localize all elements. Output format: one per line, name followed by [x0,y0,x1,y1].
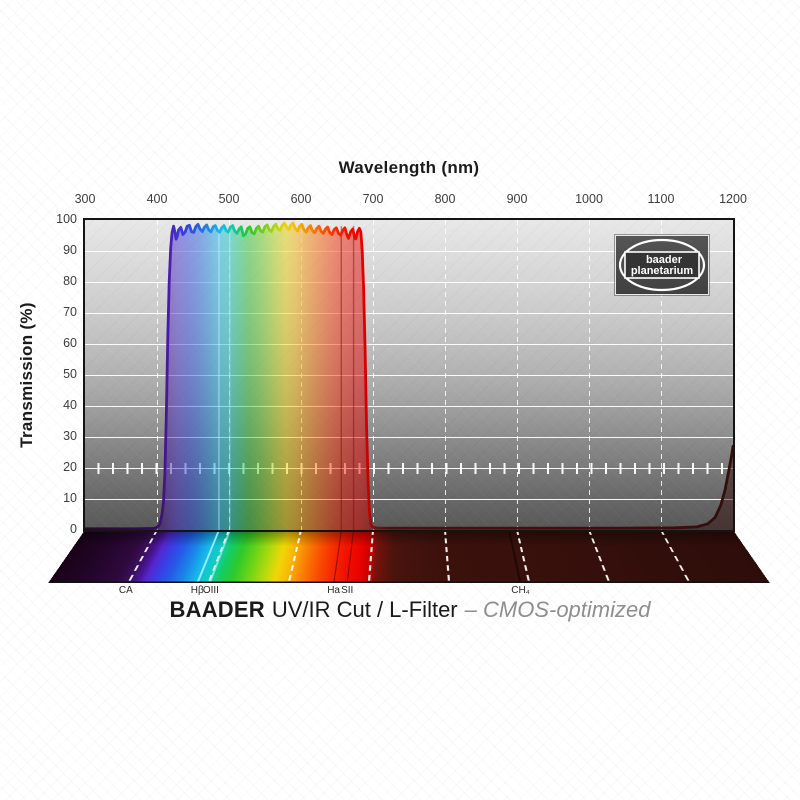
x-axis-title: Wavelength (nm) [338,158,480,177]
logo-ellipse [618,238,706,292]
caption-variant: – CMOS-optimized [464,597,651,622]
v-gridline-dashed [445,220,446,530]
y-tick-label: 90 [63,243,77,257]
h-gridline [85,344,733,345]
v-gridline-dashed [373,220,374,530]
h-gridline [85,251,733,252]
x-tick-label: 400 [146,192,168,206]
spectral-line-label: Hβ [190,585,204,596]
y-tick-label: 10 [63,491,77,505]
logo-text-box [624,251,700,279]
caption: BAADER UV/IR Cut / L-Filter – CMOS-optimiz… [10,597,800,623]
ruler-ticks-line [85,463,733,474]
logo-line2: planetarium [631,265,694,277]
curve-fill [85,223,733,530]
caption-product: UV/IR Cut / L-Filter [271,597,458,622]
x-tick-label: 900 [506,192,528,206]
v-gridline-dashed [517,220,518,530]
y-tick-label: 60 [63,336,77,350]
y-tick-label: 50 [63,367,77,381]
curve-line [85,221,733,530]
x-tick-label: 1000 [575,192,603,206]
spectral-line-label: CA [118,585,133,596]
spectrum-floor [48,530,770,584]
baader-logo: baader planetarium [615,235,709,295]
y-axis-title: Transmission (%) [17,302,36,448]
spectral-line-label: Ha [327,585,340,596]
x-tick-label: 1100 [647,192,675,206]
floor-shading [49,530,769,582]
spectral-marker-line [218,226,220,530]
x-tick-label: 600 [290,192,312,206]
spectral-line-label: OIII [202,585,219,596]
caption-brand: BAADER [169,597,265,622]
x-tick-label: 500 [218,192,240,206]
spectral-line-label: SII [341,585,354,596]
h-gridline [85,282,733,283]
y-tick-label: 20 [63,460,77,474]
transmission-curve-svg [85,221,733,530]
x-tick-label: 1200 [719,192,747,206]
y-tick-label: 30 [63,429,77,443]
h-gridline [85,375,733,376]
x-tick-label: 300 [74,192,96,206]
y-tick-label: 100 [56,212,77,226]
y-tick-label: 0 [70,522,77,536]
baader-logo-graphic: baader planetarium [618,238,706,292]
v-gridline-dashed [157,220,158,530]
v-gridline-dashed [589,220,590,530]
spectral-marker-line [229,226,231,530]
y-tick-label: 40 [63,398,77,412]
h-gridline [85,406,733,407]
x-tick-label: 700 [362,192,384,206]
spectral-marker-line [340,226,342,530]
h-gridline [85,499,733,500]
x-tick-label: 800 [434,192,456,206]
y-tick-label: 70 [63,305,77,319]
spectrum-floor-perspective [48,530,770,584]
v-gridline-dashed [661,220,662,530]
h-gridline [85,437,733,438]
spectral-marker-line [352,226,355,530]
logo-line1: baader [646,254,683,266]
spectral-line-label: CH₄ [511,585,530,596]
h-gridline [85,313,733,314]
y-tick-label: 80 [63,274,77,288]
